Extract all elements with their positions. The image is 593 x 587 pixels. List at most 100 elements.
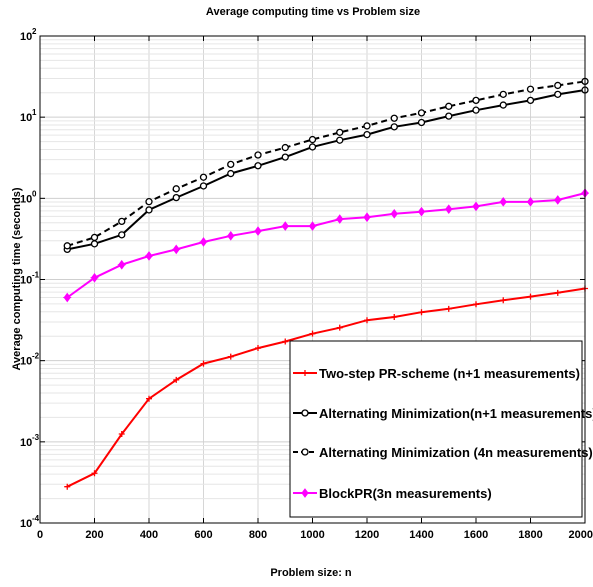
y-tick-exponent: 1 [32, 108, 37, 117]
data-point [390, 114, 398, 122]
data-point [226, 231, 235, 241]
data-point [554, 289, 561, 296]
x-tick-label: 200 [85, 529, 103, 541]
x-tick-label: 1800 [518, 529, 542, 541]
data-point [281, 143, 289, 152]
data-point [336, 324, 343, 331]
data-point [199, 173, 208, 181]
data-point [302, 370, 308, 376]
data-point [445, 112, 453, 120]
data-point [254, 162, 262, 170]
data-point [553, 195, 562, 205]
data-point [145, 251, 153, 261]
data-point [172, 185, 180, 193]
data-point [199, 182, 208, 190]
data-point [363, 122, 371, 130]
data-point [417, 118, 426, 127]
data-point [117, 259, 126, 270]
data-point [308, 221, 317, 231]
series-layer [63, 77, 589, 490]
legend-label: BlockPR(3n measurements) [319, 486, 492, 501]
data-point [472, 96, 480, 105]
data-point [499, 90, 507, 99]
legend-label: Alternating Minimization (4n measurement… [319, 445, 593, 460]
x-axis-label: Problem size: n [270, 567, 352, 579]
legend: Two-step PR-scheme (n+1 measurements) Alt… [289, 340, 593, 518]
y-tick-exponent: -2 [32, 352, 40, 361]
x-tick-label: 0 [37, 529, 43, 541]
series-line [67, 89, 586, 251]
legend-entry-1: Two-step PR-scheme (n+1 measurements) [293, 366, 580, 381]
data-point [146, 395, 152, 402]
data-point [64, 483, 71, 490]
data-point [255, 345, 261, 352]
data-point [308, 143, 317, 151]
series-line [66, 287, 586, 488]
data-point [227, 160, 235, 169]
y-tick-exponent: -3 [32, 433, 40, 442]
data-point [63, 292, 72, 303]
data-point [227, 353, 234, 360]
data-point [301, 488, 309, 498]
data-point [145, 198, 153, 206]
y-tick-label: 10 -4 [20, 514, 40, 530]
data-point [281, 221, 290, 231]
y-tick-exponent: 0 [32, 189, 37, 198]
y-tick-base: 10 [20, 518, 32, 530]
data-point [254, 226, 262, 236]
y-axis-label: Average computing time (seconds) [11, 187, 23, 370]
data-point [282, 338, 289, 345]
data-point [499, 197, 508, 207]
legend-entry-3: Alternating Minimization (4n measurement… [293, 445, 593, 460]
y-tick-label: 10 0 [20, 189, 37, 205]
y-tick-exponent: -1 [32, 271, 40, 280]
data-point [335, 214, 344, 224]
x-tick-label: 800 [249, 529, 267, 541]
y-tick-exponent: 2 [32, 27, 37, 36]
data-point [473, 301, 479, 308]
y-tick-base: 10 [20, 275, 32, 287]
data-point [499, 101, 507, 109]
x-tick-labels: 0 200 400 600 800 1000 1200 1400 1600 1800 2000 [37, 529, 593, 541]
data-point [173, 376, 180, 383]
legend-entry-2: Alternating Minimization(n+1 measurement… [293, 406, 593, 421]
data-point [118, 430, 125, 437]
data-point [363, 212, 371, 223]
y-tick-base: 10 [20, 31, 32, 43]
legend-label: Alternating Minimization(n+1 measurement… [319, 406, 593, 421]
y-tick-label: 10 1 [20, 108, 37, 124]
data-point [336, 136, 344, 144]
data-point [391, 314, 398, 321]
data-point [254, 151, 262, 159]
data-point [390, 123, 398, 131]
data-point [363, 130, 371, 139]
data-point [90, 272, 99, 283]
y-tick-exponent: -4 [32, 514, 40, 523]
data-point [63, 242, 71, 250]
data-point [500, 297, 507, 304]
series-1 [64, 285, 588, 490]
data-point [91, 470, 98, 477]
data-point [472, 106, 480, 114]
y-tick-base: 10 [20, 356, 32, 368]
series-2 [63, 86, 589, 254]
chart-title: Average computing time vs Problem size [206, 6, 420, 18]
data-point [199, 237, 208, 247]
x-tick-label: 1000 [300, 529, 324, 541]
data-point [526, 96, 535, 105]
legend-box [289, 340, 583, 518]
series-3 [63, 77, 589, 250]
data-point [554, 81, 562, 90]
legend-entry-4: BlockPR(3n measurements) [293, 486, 492, 501]
data-point [418, 309, 425, 316]
y-tick-label: 10 -1 [20, 271, 40, 287]
data-point [444, 204, 453, 215]
x-tick-label: 1600 [464, 529, 488, 541]
x-tick-label: 1400 [409, 529, 433, 541]
data-point [417, 206, 426, 217]
y-tick-base: 10 [20, 193, 32, 205]
data-point [417, 109, 426, 117]
data-point [118, 231, 126, 239]
legend-label: Two-step PR-scheme (n+1 measurements) [319, 366, 580, 381]
